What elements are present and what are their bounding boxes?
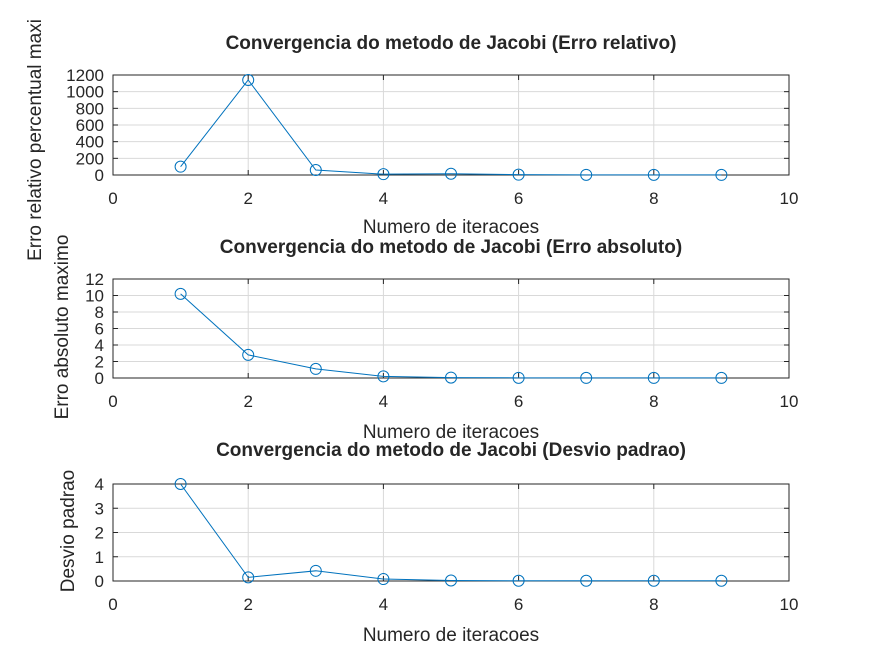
data-point (242, 74, 255, 86)
y-tick-label: 1000 (66, 83, 104, 102)
x-tick-label: 8 (649, 392, 658, 411)
x-tick-label: 8 (649, 595, 658, 614)
y-axis-label: Desvio padrao (58, 470, 79, 593)
x-tick-label: 0 (108, 189, 117, 208)
subplot-relative-error: Convergencia do metodo de Jacobi (Erro r… (25, 19, 798, 261)
x-tick-label: 2 (243, 595, 252, 614)
x-tick-label: 0 (108, 595, 117, 614)
subplot-standard-deviation: Convergencia do metodo de Jacobi (Desvio… (58, 440, 798, 646)
data-point (309, 164, 322, 176)
x-tick-label: 4 (379, 595, 388, 614)
series-line (180, 79, 722, 176)
x-tick-label: 10 (780, 595, 799, 614)
y-tick-label: 1200 (66, 66, 104, 85)
x-axis-label: Numero de iteracoes (363, 625, 539, 646)
x-tick-label: 10 (780, 392, 799, 411)
y-tick-label: 400 (76, 133, 104, 152)
data-point (377, 168, 390, 181)
y-tick-label: 3 (95, 499, 104, 518)
data-point (580, 168, 593, 181)
y-tick-label: 0 (95, 572, 104, 591)
x-tick-label: 6 (514, 595, 523, 614)
x-tick-label: 6 (514, 392, 523, 411)
y-tick-label: 800 (76, 99, 104, 118)
data-point (715, 371, 728, 384)
data-point (647, 168, 660, 181)
data-point (242, 571, 255, 584)
x-tick-label: 4 (379, 392, 388, 411)
x-tick-label: 10 (780, 189, 799, 208)
y-tick-label: 2 (95, 353, 104, 372)
data-point (445, 167, 457, 180)
x-tick-label: 2 (243, 189, 252, 208)
series-line (180, 483, 722, 582)
x-axis-label: Numero de iteracoes (363, 217, 539, 238)
chart-title: Convergencia do metodo de Jacobi (Erro a… (220, 237, 682, 258)
x-tick-label: 2 (243, 392, 252, 411)
data-point (377, 370, 390, 383)
y-axis-label: Erro absoluto maximo (52, 235, 73, 420)
data-point (174, 287, 187, 300)
y-tick-label: 0 (95, 166, 104, 185)
data-point (174, 478, 187, 490)
data-point (445, 371, 457, 384)
data-point (715, 168, 728, 181)
y-tick-label: 10 (85, 287, 104, 306)
data-point (242, 348, 255, 361)
y-tick-label: 600 (76, 116, 104, 135)
data-point (309, 362, 322, 375)
grid (112, 74, 790, 176)
data-point (309, 564, 322, 577)
data-point (647, 371, 660, 384)
x-tick-label: 6 (514, 189, 523, 208)
y-tick-label: 12 (85, 270, 104, 289)
data-point (377, 573, 390, 586)
y-axis-label: Erro relativo percentual maxi (25, 19, 46, 261)
data-point (174, 160, 187, 173)
x-tick-label: 0 (108, 392, 117, 411)
data-point (647, 574, 660, 587)
y-tick-label: 4 (95, 336, 104, 355)
data-point (512, 371, 525, 384)
chart-title: Convergencia do metodo de Jacobi (Erro r… (226, 33, 677, 54)
x-axis-label: Numero de iteracoes (363, 422, 539, 443)
chart-title: Convergencia do metodo de Jacobi (Desvio… (216, 440, 686, 461)
data-point (580, 371, 593, 384)
data-point (715, 574, 728, 587)
y-tick-label: 200 (76, 149, 104, 168)
y-tick-label: 6 (95, 320, 104, 339)
y-tick-label: 2 (95, 524, 104, 543)
x-tick-label: 8 (649, 189, 658, 208)
x-tick-label: 4 (379, 189, 388, 208)
y-tick-label: 8 (95, 303, 104, 322)
y-tick-label: 1 (95, 548, 104, 567)
data-point (512, 574, 525, 587)
series-line (180, 293, 722, 379)
y-tick-label: 4 (95, 475, 104, 494)
subplot-absolute-error: Convergencia do metodo de Jacobi (Erro a… (52, 235, 798, 443)
grid (112, 278, 790, 379)
grid (112, 483, 790, 582)
data-point (580, 574, 593, 587)
y-tick-label: 0 (95, 369, 104, 388)
data-point (512, 168, 525, 181)
data-point (445, 574, 457, 587)
